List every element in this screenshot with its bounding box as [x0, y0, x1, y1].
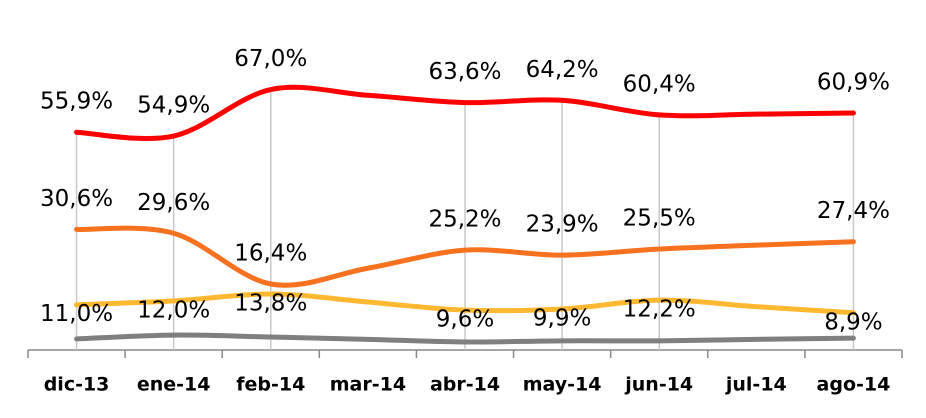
x-tick-label: ago-14	[817, 374, 891, 396]
series-line	[74, 225, 856, 288]
data-label: 60,4%	[623, 71, 696, 97]
x-tick-label: abr-14	[430, 374, 500, 396]
data-label: 25,5%	[623, 206, 696, 232]
x-tick-label: mar-14	[330, 374, 406, 396]
data-label: 64,2%	[526, 57, 599, 83]
data-label: 25,2%	[428, 207, 501, 233]
x-tick-label: jul-14	[725, 374, 787, 396]
data-label: 63,6%	[428, 59, 501, 85]
x-tick-label: dic-13	[44, 374, 110, 396]
series-line	[74, 332, 856, 345]
data-label: 12,2%	[623, 297, 696, 323]
data-label: 16,4%	[234, 240, 307, 266]
x-tick-label: ene-14	[137, 374, 211, 396]
x-tick-label: feb-14	[236, 374, 305, 396]
series-line	[74, 291, 856, 316]
data-label: 11,0%	[40, 301, 113, 327]
data-label: 9,9%	[533, 305, 591, 331]
data-label: 30,6%	[40, 186, 113, 212]
series-line	[74, 84, 856, 141]
data-label: 12,0%	[137, 297, 210, 323]
data-label: 27,4%	[817, 198, 890, 224]
x-tick-label: may-14	[523, 374, 602, 396]
x-tick-label: jun-14	[624, 374, 693, 396]
data-label: 9,6%	[436, 307, 494, 333]
data-label: 13,8%	[234, 290, 307, 316]
data-label: 67,0%	[234, 46, 307, 72]
data-label: 23,9%	[526, 212, 599, 238]
data-label: 8,9%	[824, 309, 882, 335]
data-label: 60,9%	[817, 69, 890, 95]
data-label: 55,9%	[40, 89, 113, 115]
data-label: 54,9%	[137, 93, 210, 119]
data-label: 29,6%	[137, 190, 210, 216]
